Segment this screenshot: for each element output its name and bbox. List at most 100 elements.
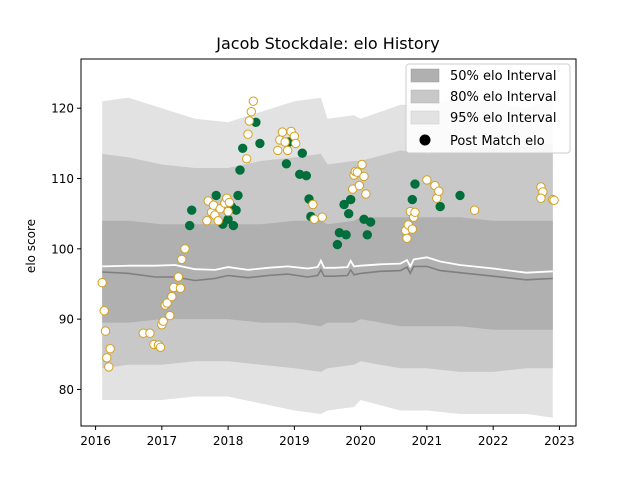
loss-point	[422, 175, 432, 185]
legend-box	[405, 63, 571, 154]
loss-point	[357, 159, 367, 170]
loss-point	[104, 362, 114, 372]
y-tick-label: 100	[51, 242, 74, 256]
loss-point	[158, 316, 168, 326]
y-tick-label: 120	[51, 102, 74, 116]
loss-point	[246, 107, 257, 117]
loss-point	[202, 216, 212, 226]
x-tick-label: 2019	[279, 434, 310, 448]
win-point	[211, 190, 221, 201]
loss-point	[273, 145, 283, 156]
legend-swatch-80	[410, 89, 440, 104]
loss-point	[173, 272, 184, 282]
chart-title: Jacob Stockdale: elo History	[215, 34, 439, 53]
loss-point	[283, 145, 293, 156]
x-axis: 2016 2017 2018 2019 2020 2021 2022 2023	[80, 426, 575, 448]
plot-frame	[80, 58, 577, 427]
loss-point	[536, 193, 546, 203]
win-point	[362, 230, 372, 240]
win-point	[410, 179, 420, 189]
win-point	[255, 138, 265, 149]
loss-point	[105, 344, 115, 354]
loss-point	[309, 214, 319, 225]
legend-label-50: 50% elo Interval	[450, 69, 557, 84]
loss-point	[100, 326, 111, 336]
loss-point	[223, 206, 233, 217]
loss-point	[352, 167, 362, 177]
loss-point	[402, 233, 412, 244]
win-point	[365, 217, 376, 227]
legend-swatch-95	[410, 110, 440, 125]
loss-point	[155, 342, 166, 352]
loss-point	[359, 171, 369, 182]
win-point	[332, 239, 343, 250]
x-tick-label: 2016	[80, 434, 111, 448]
loss-point	[308, 199, 318, 210]
legend-item-post-match: Post Match elo	[419, 134, 545, 149]
legend: 50% elo Interval 80% elo Interval 95% el…	[405, 63, 571, 154]
loss-point	[277, 127, 288, 137]
loss-point	[434, 186, 444, 196]
x-tick-label: 2017	[147, 434, 178, 448]
win-point	[435, 201, 445, 212]
loss-point	[177, 254, 187, 265]
win-point	[235, 165, 245, 175]
plot-area	[97, 96, 559, 418]
win-point	[228, 220, 239, 231]
legend-marker-post-match	[419, 134, 431, 146]
y-axis: 80 90 100 110 120	[51, 102, 81, 397]
post-match-points	[97, 96, 559, 372]
loss-point	[175, 283, 186, 293]
loss-point	[469, 205, 480, 215]
win-point	[407, 194, 417, 205]
x-tick-label: 2020	[345, 434, 376, 448]
x-tick-label: 2023	[544, 434, 575, 448]
win-point	[233, 190, 243, 201]
legend-item-80: 80% elo Interval	[410, 89, 557, 105]
legend-label-95: 95% elo Interval	[450, 111, 557, 126]
loss-point	[99, 306, 109, 316]
y-tick-label: 80	[59, 383, 74, 397]
loss-point	[280, 137, 290, 147]
legend-item-50: 50% elo Interval	[410, 68, 557, 84]
win-point	[185, 220, 195, 231]
win-point	[455, 190, 465, 201]
loss-point	[97, 277, 107, 288]
loss-point	[291, 138, 301, 149]
band-50	[102, 217, 553, 330]
loss-point	[165, 310, 175, 321]
win-point	[281, 159, 292, 169]
loss-point	[549, 195, 559, 206]
win-point	[187, 205, 197, 215]
legend-label-post-match: Post Match elo	[450, 134, 545, 149]
win-point	[301, 171, 311, 181]
loss-point	[145, 328, 155, 338]
median-line	[102, 265, 553, 282]
mean-line	[102, 256, 553, 274]
win-point	[231, 205, 241, 215]
loss-point	[317, 212, 327, 222]
loss-point	[243, 129, 253, 139]
loss-point	[361, 189, 371, 199]
x-tick-label: 2022	[478, 434, 509, 448]
loss-point	[162, 298, 172, 308]
win-point	[344, 209, 354, 219]
loss-point	[410, 207, 420, 218]
loss-point	[407, 224, 417, 234]
loss-point	[248, 96, 259, 106]
y-tick-label: 90	[59, 313, 74, 327]
y-tick-label: 110	[51, 172, 74, 186]
elo-lines	[102, 256, 553, 282]
loss-point	[167, 291, 177, 302]
win-point	[339, 199, 349, 210]
loss-point	[242, 154, 252, 164]
legend-swatch-50	[410, 68, 440, 83]
x-tick-label: 2021	[412, 434, 443, 448]
x-tick-label: 2018	[213, 434, 244, 448]
legend-label-80: 80% elo Interval	[450, 90, 557, 105]
win-point	[346, 194, 356, 205]
win-point	[297, 148, 307, 158]
loss-point	[354, 180, 364, 191]
loss-point	[180, 244, 190, 254]
